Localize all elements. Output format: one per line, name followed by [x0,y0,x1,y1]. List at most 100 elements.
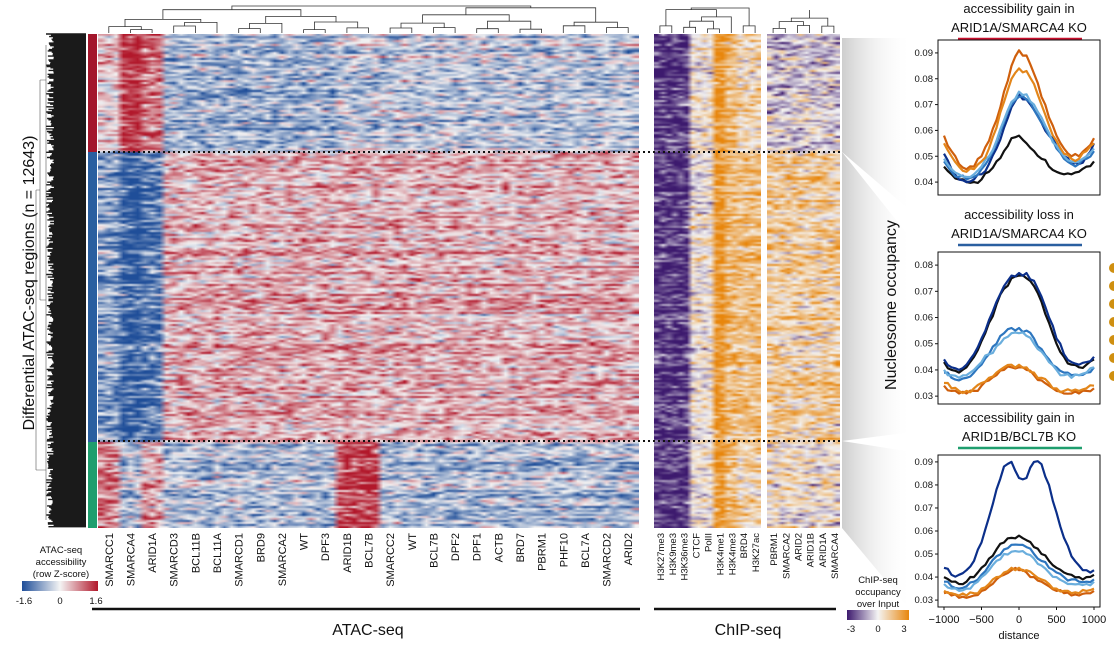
column-label-atac: BRD7 [515,533,527,562]
column-label-chip-baf: SMARCA4 [830,533,841,579]
profile-series-line-3 [943,95,1095,181]
legend-dot [1109,371,1114,381]
column-label-atac: BCL7A [580,532,592,568]
column-label-chip-baf: ARID1A [818,532,829,567]
profile-title-2-line-2: ARID1A/SMARCA4 KO [951,226,1087,241]
colorbar-atac-tick-min: -1.6 [16,596,32,607]
column-label-chip-histone: H3K4me3 [727,533,738,575]
profile-series-line-3 [944,543,1095,590]
profile-series-line-6 [944,363,1095,395]
legend-dots [1109,263,1114,381]
y-tick-label: 0.05 [915,339,934,350]
profile-title-1-line-1: accessibility gain in [963,1,1074,16]
column-label-chip-histone: H3K27me3 [656,533,667,581]
column-label-chip-baf: PBRM1 [769,533,780,566]
atac-heatmap [98,34,639,528]
profile-ylabel: Nucleosome occupancy [883,220,900,390]
column-label-atac: SMARCD3 [169,533,181,587]
x-tick-label: 500 [1047,614,1065,626]
legend-dot [1109,281,1114,291]
colorbar-atac-tick-max: 1.6 [89,596,102,607]
column-label-chip-histone: BRD4 [739,533,750,558]
profile-frame-2 [937,251,1101,405]
profile-series-line-5 [943,566,1095,599]
column-label-atac: PBRM1 [537,533,549,571]
cluster-color-bar [88,34,97,528]
colorbar-chip-title-3: over Input [857,599,900,610]
row-axis-label: Differential ATAC-seq regions (n = 12643… [21,136,38,431]
profile-series-line-1 [943,274,1095,374]
colorbar-chip-tick-mid: 0 [875,624,880,635]
column-label-atac: DPF3 [320,533,332,561]
colorbar-chip-title-2: occupancy [855,587,901,598]
x-tick-label: 0 [1016,614,1022,626]
column-label-atac: DPF2 [450,533,462,561]
colorbar-chip-gradient [847,610,909,620]
colorbar-atac-tick-mid: 0 [57,596,62,607]
y-tick-label: 0.03 [915,391,934,402]
x-tick-label: −1000 [929,614,960,626]
profile-plot-1: accessibility gain in ARID1A/SMARCA4 KO 0.… [915,1,1101,196]
y-tick-label: 0.04 [915,177,934,188]
profile-series-line-6 [943,566,1095,597]
column-label-atac: ARID1A [147,532,159,572]
column-label-atac: WT [299,533,311,550]
column-label-atac: SMARCA4 [126,533,138,586]
profile-title-3-line-2: ARID1B/BCL7B KO [962,429,1076,444]
group-label-chip: ChIP-seq [715,622,782,639]
column-label-atac: DPF1 [472,533,484,561]
column-label-chip-histone: PolII [704,533,715,552]
column-labels: SMARCC1 SMARCA4 ARID1A SMARCD3 BCL11B BCL11A S… [104,532,841,586]
cluster-connector-fans [842,38,912,612]
column-label-atac: SMARCA2 [277,533,289,586]
nucleosome-profile-plots: accessibility gain in ARID1A/SMARCA4 KO 0.… [915,1,1107,642]
y-tick-label: 0.09 [915,48,934,59]
colorbar-atac: ATAC-seq accessibility (row Z-score) -1.… [16,545,103,607]
column-label-atac: SMARCD1 [234,533,246,587]
column-label-atac: SMARCC1 [104,533,116,587]
profile-series-line-3 [944,326,1095,382]
y-tick-label: 0.06 [915,526,934,537]
y-tick-label: 0.09 [915,457,934,468]
column-label-atac: BCL7B [364,533,376,568]
chip-baf-heatmap [767,34,840,528]
column-label-chip-histone: H3K4me1 [715,533,726,575]
column-label-atac: BCL11B [190,533,202,573]
column-label-atac: ARID2 [623,533,635,565]
column-label-atac: BCL11A [212,532,224,573]
column-label-atac: SMARCC2 [385,533,397,587]
colorbar-chip-title-1: ChIP-seq [858,575,898,586]
y-tick-label: 0.07 [915,100,934,111]
legend-dot [1109,353,1114,363]
profile-plot-2: accessibility loss in ARID1A/SMARCA4 KO 0.… [915,207,1101,405]
legend-dot [1109,335,1114,345]
profile-series-line-6 [943,67,1095,173]
y-tick-label: 0.06 [915,313,934,324]
profile-series-line-2 [943,460,1095,578]
column-dendrograms [108,5,835,33]
profile-series-line-4 [943,90,1095,179]
column-label-atac: PHF10 [558,533,570,567]
y-tick-label: 0.08 [915,480,934,491]
cluster-bar-gain-arid1b [88,442,97,528]
column-label-chip-histone: CTCF [692,533,703,559]
profile-frame-1 [937,39,1101,196]
colorbar-atac-gradient [22,581,98,591]
y-tick-label: 0.05 [915,549,934,560]
colorbar-atac-title-1: ATAC-seq [40,545,82,556]
profile-title-3-line-1: accessibility gain in [963,410,1074,425]
x-tick-label: −500 [969,614,994,626]
row-dendrogram [35,33,86,528]
column-label-chip-baf: ARID2 [793,533,804,561]
cluster-bar-gain-arid1a [88,34,97,152]
profile-series-line-4 [943,331,1095,379]
x-axis-label: distance [999,630,1040,642]
column-label-chip-baf: ARID1B [806,533,817,567]
profile-series-line-5 [943,365,1095,395]
legend-dot [1109,299,1114,309]
column-label-atac: BCL7B [428,533,440,568]
group-brackets: ATAC-seq ChIP-seq [92,607,836,639]
colorbar-atac-title-2: accessibility [36,557,87,568]
column-label-atac: SMARCD2 [602,533,614,587]
